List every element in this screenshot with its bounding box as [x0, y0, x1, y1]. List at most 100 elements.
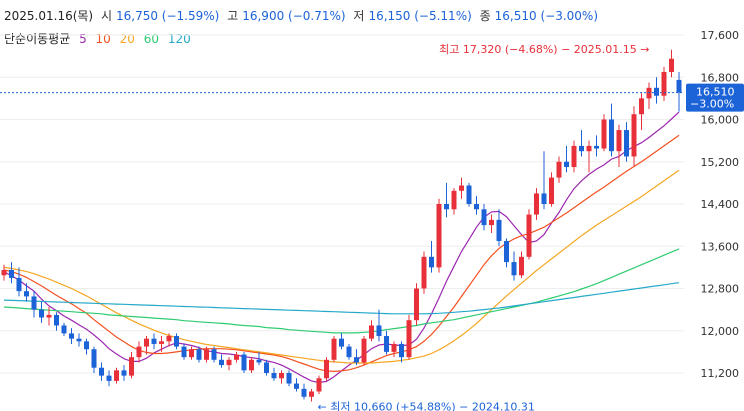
candle-body	[211, 349, 217, 360]
candle-body	[459, 185, 464, 191]
y-tick-label: 11,200	[701, 367, 740, 380]
candle-body	[136, 346, 142, 358]
candle-body	[639, 98, 644, 115]
candle-body	[391, 343, 397, 352]
candle-body	[309, 391, 314, 397]
candle-body	[474, 204, 479, 210]
candle-body	[399, 343, 404, 358]
y-tick-label: 17,600	[701, 29, 740, 42]
candle-body	[354, 357, 359, 363]
ma-legend-item-5[interactable]: 5	[79, 32, 87, 46]
candle-body	[646, 87, 652, 99]
candle-body	[316, 378, 322, 392]
candle-body	[84, 341, 89, 350]
ma-line-60	[3, 248, 680, 334]
low-annotation: ← 최저 10,660 (+54.88%) − 2024.10.31	[318, 401, 535, 411]
close-label: 종	[479, 9, 491, 23]
y-tick-label: 14,400	[701, 198, 740, 211]
candle-body	[46, 314, 52, 318]
candle-body	[429, 256, 434, 268]
candle-body	[489, 219, 494, 226]
candle-body	[241, 354, 247, 371]
high-value: 16,900 (−0.71%)	[242, 9, 346, 23]
candle-body	[436, 204, 442, 268]
candle-body	[24, 291, 29, 297]
candle-body	[331, 338, 337, 360]
candle-body	[189, 349, 194, 358]
candle-body	[594, 145, 599, 149]
candle-body	[504, 240, 509, 263]
candle-body	[444, 204, 449, 210]
candle-body	[511, 262, 517, 276]
candle-body	[654, 87, 659, 96]
close-value: 16,510 (−3.00%)	[494, 9, 598, 23]
candle-body	[451, 190, 457, 210]
y-tick-label: 12,800	[701, 283, 740, 296]
candle-body	[564, 161, 569, 168]
candle-body	[39, 309, 44, 318]
ma-line-120	[3, 282, 680, 315]
candle-body	[226, 359, 232, 366]
candle-body	[676, 79, 682, 93]
candle-body	[271, 373, 277, 379]
candle-body	[346, 346, 352, 358]
open-label: 시	[100, 9, 112, 23]
y-tick-label: 15,200	[701, 156, 740, 169]
candle-body	[466, 185, 472, 204]
candle-body	[534, 193, 539, 215]
candle-body	[196, 349, 202, 360]
y-tick-label: 12,000	[701, 325, 740, 338]
candle-body	[481, 209, 487, 226]
high-annotation: 최고 17,320 (−4.68%) − 2025.01.15 →	[439, 43, 649, 56]
candle-body	[406, 320, 412, 358]
candle-body	[601, 119, 607, 149]
high-label: 고	[227, 9, 239, 23]
candle-body	[249, 359, 254, 371]
low-value: 16,150 (−5.11%)	[368, 9, 472, 23]
ma-line-10	[3, 134, 680, 373]
candle-body	[204, 349, 209, 360]
ohlc-header: 2025.01.16(목) 시 16,750 (−1.59%) 고 16,900 (…	[4, 7, 602, 24]
candle-body	[219, 359, 224, 366]
candle-body	[9, 270, 14, 278]
price-tag	[686, 83, 744, 112]
candle-body	[106, 375, 112, 381]
candle-body	[414, 288, 419, 321]
price-tag-value: 16,510	[696, 86, 735, 99]
candle-body	[174, 336, 179, 347]
candle-body	[669, 58, 674, 72]
candle-body	[1, 270, 7, 276]
candle-body	[234, 354, 239, 360]
candle-body	[661, 71, 667, 96]
candle-body	[16, 277, 22, 292]
candle-body	[571, 145, 577, 168]
candle-body	[631, 114, 637, 157]
candle-body	[369, 325, 374, 339]
candle-body	[114, 370, 119, 381]
candle-body	[519, 256, 524, 276]
y-tick-label: 16,000	[701, 114, 740, 127]
price-tag-change: −3.00%	[690, 98, 734, 111]
candle-body	[256, 359, 262, 363]
header-date: 2025.01.16(목)	[4, 9, 94, 23]
candle-body	[384, 336, 389, 352]
candle-body	[616, 130, 622, 152]
candle-body	[624, 130, 629, 157]
candle-body	[69, 333, 74, 339]
low-label: 저	[353, 9, 365, 23]
ma-line-20	[3, 169, 680, 364]
candle-body	[144, 338, 149, 347]
candle-body	[556, 161, 562, 178]
candle-body	[61, 325, 67, 334]
candle-body	[579, 145, 584, 152]
candle-body	[301, 388, 307, 397]
candle-body	[181, 346, 187, 358]
candle-body	[541, 193, 547, 204]
candle-body	[421, 256, 427, 289]
candle-body	[339, 338, 344, 347]
candle-body	[151, 338, 157, 344]
candle-body	[376, 325, 382, 337]
candle-body	[324, 359, 329, 379]
candle-body	[159, 341, 164, 344]
